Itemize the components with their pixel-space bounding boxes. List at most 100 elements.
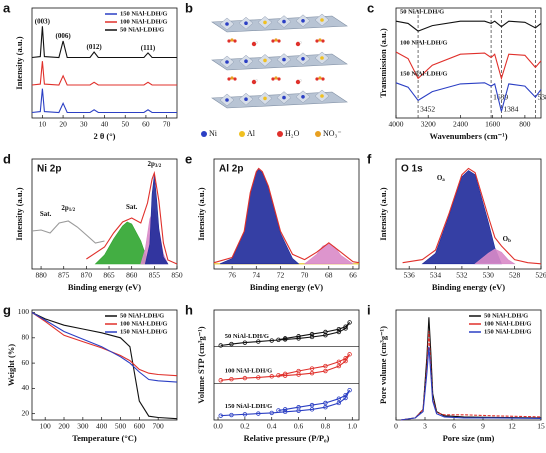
x-tick-label: 1.0 bbox=[348, 422, 358, 431]
annotation-text: Sat. bbox=[40, 210, 52, 218]
x-tick-label: 200 bbox=[58, 422, 70, 431]
x-tick-label: 40 bbox=[101, 120, 109, 129]
series-line bbox=[31, 312, 178, 420]
x-axis-label: Binding energy (eV) bbox=[432, 282, 505, 292]
annotation: 2p1/2 bbox=[61, 204, 75, 214]
molecule-o bbox=[315, 77, 319, 81]
marker bbox=[269, 338, 274, 343]
x-tick-label: 60 bbox=[142, 120, 150, 129]
molecule bbox=[318, 76, 322, 80]
marker bbox=[282, 371, 288, 377]
x-tick-label: 700 bbox=[153, 422, 165, 431]
marker bbox=[282, 407, 288, 412]
series-label: 150 NiAl-LDH/G bbox=[400, 70, 448, 77]
x-tick-label: 30 bbox=[80, 120, 88, 129]
marker bbox=[309, 370, 315, 376]
area bbox=[303, 243, 354, 265]
marker bbox=[323, 363, 328, 369]
annotation-text: (003) bbox=[35, 17, 51, 25]
marker bbox=[282, 409, 288, 415]
x-tick-label: 526 bbox=[535, 271, 546, 280]
y-tick-label: 100 bbox=[18, 307, 30, 316]
marker bbox=[276, 408, 281, 413]
molecule-o bbox=[233, 77, 237, 81]
marker bbox=[343, 324, 348, 329]
marker bbox=[323, 329, 328, 335]
plot-frame bbox=[395, 309, 542, 421]
panel-label: h bbox=[185, 302, 193, 317]
y-axis-label: Intensity (a.u.) bbox=[378, 187, 388, 240]
legend-label: 50 NiAl-LDH/G bbox=[484, 312, 528, 319]
x-tick-label: 70 bbox=[163, 120, 171, 129]
marker bbox=[218, 343, 223, 348]
panel-label: a bbox=[3, 0, 11, 15]
molecule-h bbox=[299, 41, 302, 44]
legend-label: 150 NiAl-LDH/G bbox=[120, 328, 168, 335]
atom bbox=[263, 20, 267, 25]
marker bbox=[323, 332, 328, 338]
y-tick-label: 20 bbox=[22, 408, 30, 417]
molecule-o bbox=[271, 77, 275, 81]
plot-frame bbox=[31, 158, 178, 270]
marker bbox=[296, 405, 301, 410]
x-tick-label: 855 bbox=[149, 271, 161, 280]
annotation: Ob bbox=[503, 234, 511, 244]
marker bbox=[323, 368, 328, 374]
x-tick-label: 10 bbox=[39, 120, 47, 129]
marker bbox=[323, 405, 328, 410]
x-tick-label: 865 bbox=[103, 271, 115, 280]
x-tick-label: 534 bbox=[430, 271, 442, 280]
atom bbox=[301, 19, 305, 23]
legend-label: Ni bbox=[209, 129, 218, 138]
molecule bbox=[318, 38, 322, 42]
series-line bbox=[31, 88, 177, 114]
legend-label: 100 NiAl-LDH/G bbox=[484, 320, 532, 327]
series-label: 100 NiAl-LDH/G bbox=[400, 39, 448, 46]
series-label: 50 NiAl-LDH/G bbox=[400, 9, 444, 16]
atom bbox=[320, 56, 324, 60]
molecule-o bbox=[227, 39, 231, 43]
x-tick-label: 532 bbox=[456, 271, 468, 280]
area bbox=[94, 221, 151, 265]
panel-label: f bbox=[367, 151, 372, 166]
series-line bbox=[31, 220, 105, 244]
legend-label: H₂O bbox=[285, 129, 300, 138]
annotation: 2p3/2 bbox=[147, 160, 161, 170]
plot-frame bbox=[31, 309, 178, 421]
marker bbox=[336, 363, 342, 369]
x-tick-label: 0.6 bbox=[294, 422, 304, 431]
x-axis-label: Temperature (°C) bbox=[72, 433, 137, 443]
marker bbox=[347, 320, 352, 325]
panel-title: O 1s bbox=[401, 164, 423, 175]
marker bbox=[218, 378, 223, 383]
marker bbox=[269, 410, 274, 416]
marker bbox=[242, 412, 248, 417]
panel-label: d bbox=[3, 151, 11, 166]
atom bbox=[282, 19, 286, 24]
plot-frame bbox=[395, 7, 542, 119]
series-label: 100 NiAl-LDH/G bbox=[225, 368, 272, 375]
x-axis-label: 2 θ (°) bbox=[94, 131, 116, 141]
series-line bbox=[31, 312, 178, 377]
legend-label: 150 NiAl-LDH/G bbox=[120, 10, 168, 17]
x-tick-label: 6 bbox=[452, 422, 456, 431]
annotation: (006) bbox=[55, 32, 71, 40]
legend-label: 100 NiAl-LDH/G bbox=[120, 320, 168, 327]
marker bbox=[343, 395, 348, 401]
marker bbox=[336, 359, 342, 365]
atom bbox=[244, 21, 248, 26]
annotation-sub: 1/2 bbox=[69, 208, 76, 213]
atom bbox=[244, 97, 248, 101]
molecule bbox=[251, 79, 257, 85]
marker bbox=[269, 374, 274, 379]
x-tick-label: 12 bbox=[508, 422, 516, 431]
x-tick-label: 0 bbox=[394, 422, 398, 431]
x-tick-label: 0.0 bbox=[213, 422, 223, 431]
x-tick-label: 9 bbox=[481, 422, 485, 431]
reference-label: 1384 bbox=[503, 105, 518, 114]
molecule bbox=[230, 76, 234, 80]
marker bbox=[343, 392, 348, 398]
annotation-sub: 3/2 bbox=[155, 164, 162, 169]
x-tick-label: 500 bbox=[115, 422, 127, 431]
marker bbox=[336, 396, 342, 401]
